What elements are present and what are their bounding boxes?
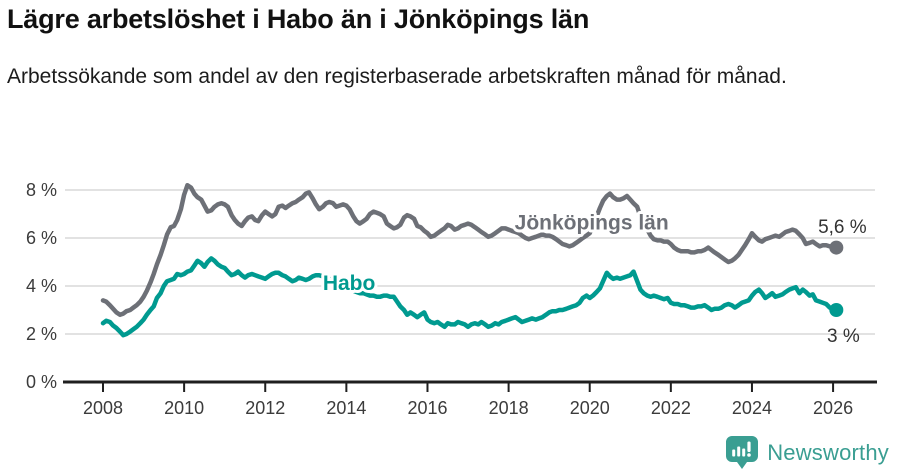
x-axis-tick-label: 2016 [407, 398, 447, 418]
brand-footer: Newsworthy [726, 436, 889, 469]
y-axis-tick-label: 0 % [26, 372, 57, 392]
x-axis-tick-label: 2008 [83, 398, 123, 418]
newsworthy-logo-icon [726, 436, 759, 469]
newsworthy-wordmark: Newsworthy [767, 439, 889, 465]
y-axis-tick-label: 4 % [26, 276, 57, 296]
series-label-habo: Habo [323, 272, 376, 295]
y-axis-tick-label: 6 % [26, 228, 57, 248]
x-axis-tick-label: 2020 [570, 398, 610, 418]
series-end-dot-habo [829, 303, 844, 317]
x-axis-tick-label: 2018 [489, 398, 529, 418]
x-axis-tick-label: 2012 [245, 398, 285, 418]
page-title: Lägre arbetslöshet i Habo än i Jönköping… [7, 4, 590, 34]
chart-subtitle: Arbetssökande som andel av den registerb… [7, 65, 787, 88]
series-line-habo [100, 256, 839, 338]
x-axis-tick-label: 2022 [651, 398, 691, 418]
end-value-label-jonkopings-lan: 5,6 % [818, 217, 867, 238]
series-line-jonkopings-lan [100, 182, 839, 318]
x-axis-tick-label: 2024 [732, 398, 772, 418]
y-axis-tick-label: 8 % [26, 180, 57, 200]
y-axis-tick-label: 2 % [26, 324, 57, 344]
x-axis-tick-label: 2026 [813, 398, 853, 418]
x-axis-tick-label: 2010 [164, 398, 204, 418]
end-value-label-habo: 3 % [827, 326, 860, 347]
x-axis-tick-label: 2014 [326, 398, 366, 418]
series-label-jonkopings-lan: Jönköpings län [515, 212, 669, 235]
series-end-dot-jonkopings-lan [829, 240, 844, 255]
